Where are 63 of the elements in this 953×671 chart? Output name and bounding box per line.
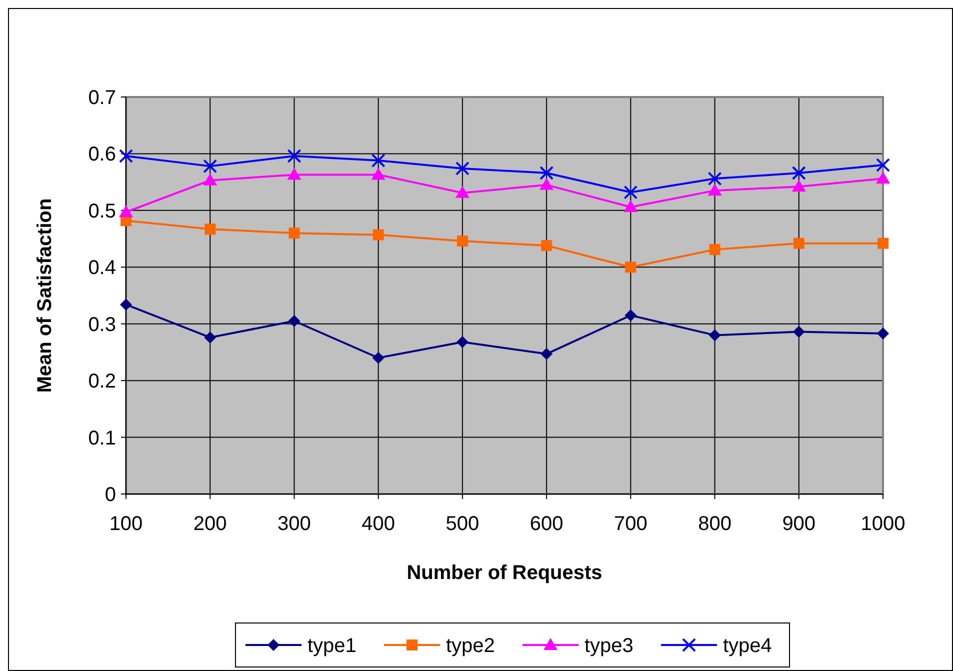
point xyxy=(625,262,636,273)
point xyxy=(540,178,554,190)
point xyxy=(541,240,552,252)
point xyxy=(708,172,722,186)
point xyxy=(624,309,637,322)
y-tick-label: 0.1 xyxy=(88,427,116,450)
point xyxy=(877,328,889,340)
point xyxy=(204,224,216,235)
x-tick-label: 300 xyxy=(278,513,311,535)
point xyxy=(203,159,218,174)
point xyxy=(120,298,132,311)
point xyxy=(203,173,218,186)
point xyxy=(456,336,468,348)
point xyxy=(371,168,386,180)
y-tick-label: 0.6 xyxy=(88,144,116,166)
point xyxy=(371,154,386,168)
point xyxy=(540,348,553,360)
point xyxy=(792,166,806,180)
x-axis-title: Number of Requests xyxy=(406,562,602,584)
x-tick-label: 400 xyxy=(362,513,396,535)
y-tick-label: 0 xyxy=(104,484,116,506)
point xyxy=(119,148,133,163)
point xyxy=(455,161,470,176)
point xyxy=(878,238,888,249)
point xyxy=(876,172,890,184)
y-axis-title: Mean of Satisfaction xyxy=(34,198,56,393)
point xyxy=(455,186,470,198)
point xyxy=(624,185,638,200)
point xyxy=(456,236,468,247)
point xyxy=(708,184,722,196)
x-tick-label: 500 xyxy=(446,513,480,535)
point xyxy=(624,200,638,212)
legend-label: type4 xyxy=(723,635,772,657)
x-tick-label: 800 xyxy=(698,513,732,535)
x-tick-label: 900 xyxy=(782,513,816,535)
legend-label: type3 xyxy=(584,635,634,657)
y-tick-label: 0.5 xyxy=(88,200,116,222)
point xyxy=(540,166,554,180)
legend-label: type2 xyxy=(446,635,495,657)
point xyxy=(708,329,721,342)
legend-label: type1 xyxy=(308,635,356,657)
y-tick-label: 0.3 xyxy=(88,314,116,336)
point xyxy=(119,205,133,218)
x-tick-label: 200 xyxy=(193,513,227,535)
x-tick-label: 1000 xyxy=(860,513,906,535)
point xyxy=(288,315,300,328)
point xyxy=(792,180,806,192)
point xyxy=(372,229,384,240)
point xyxy=(288,228,300,239)
x-tick-label: 700 xyxy=(614,513,648,535)
point xyxy=(372,352,384,364)
y-tick-label: 0.7 xyxy=(88,87,116,109)
point xyxy=(204,331,216,344)
point xyxy=(793,238,804,249)
point xyxy=(876,158,890,172)
y-tick-label: 0.4 xyxy=(88,257,116,280)
point xyxy=(792,326,805,338)
x-tick-label: 600 xyxy=(530,513,564,535)
x-tick-label: 100 xyxy=(109,513,143,535)
point xyxy=(709,244,720,256)
y-tick-label: 0.2 xyxy=(88,370,116,393)
point xyxy=(287,148,302,163)
point xyxy=(287,168,302,180)
